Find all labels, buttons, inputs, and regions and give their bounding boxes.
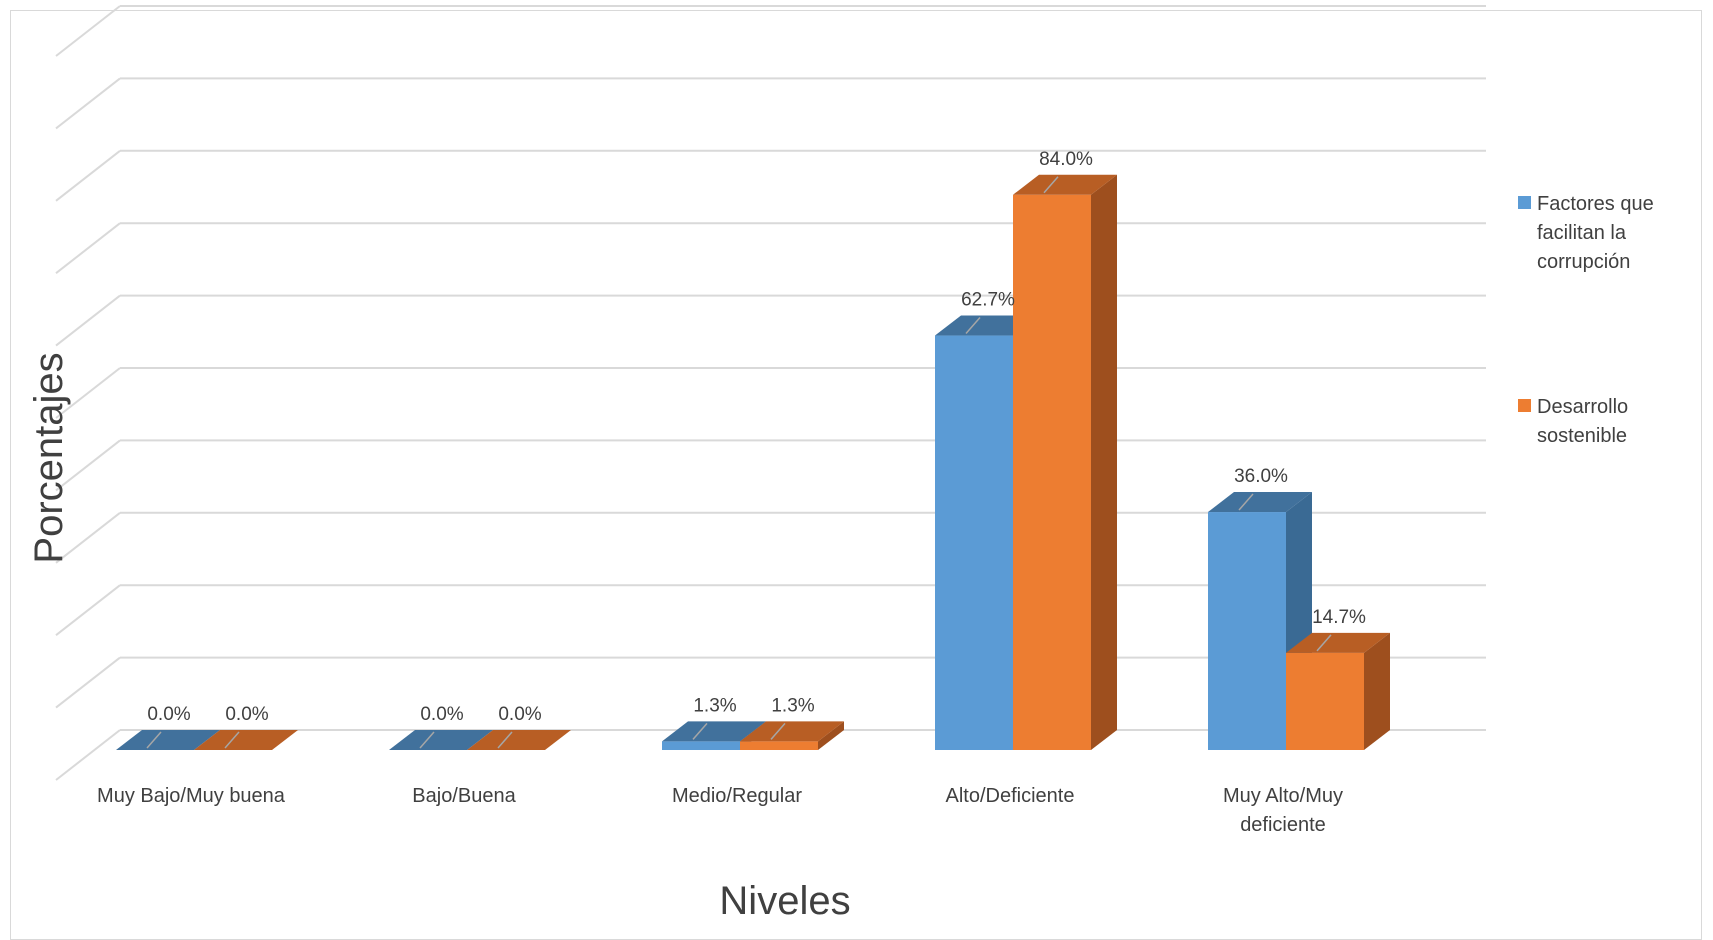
bars <box>116 174 1390 750</box>
bar-factores-1 <box>389 730 493 750</box>
data-label: 0.0% <box>498 704 541 725</box>
bar-desarrollo-2 <box>740 721 844 750</box>
legend-swatch <box>1518 196 1531 209</box>
category-label: Medio/Regular <box>672 785 802 807</box>
gridline-depth <box>55 512 121 564</box>
legend-label: Factores que facilitan la corrupción <box>1537 193 1654 273</box>
data-labels: 0.0% 0.0% 0.0% 0.0% 1.3% 1.3% 62.7% 84.0% 36.0% 1… <box>147 149 1366 725</box>
gridline-depth <box>55 77 121 130</box>
category-label: Muy Bajo/Muy buena <box>97 785 286 807</box>
legend-label: Desarrollo sostenible <box>1537 396 1628 447</box>
gridline-depth <box>55 367 121 419</box>
gridline-depth <box>55 294 121 347</box>
data-label: 1.3% <box>693 695 736 716</box>
x-axis-title: Niveles <box>719 879 850 923</box>
bar-factores-0 <box>116 730 220 750</box>
legend-item-desarrollo: Desarrollo sostenible <box>1518 396 1628 447</box>
bar-desarrollo-1 <box>467 730 571 750</box>
data-label: 0.0% <box>420 704 463 725</box>
category-label: Muy Alto/Muy deficiente <box>1223 785 1343 836</box>
legend-item-factores: Factores que facilitan la corrupción <box>1518 193 1654 273</box>
legend-swatch <box>1518 399 1531 412</box>
gridline-depth <box>55 656 121 709</box>
gridline-depth <box>55 150 121 202</box>
bar-desarrollo-4 <box>1286 632 1390 750</box>
gridlines <box>55 5 1486 781</box>
gridline-depth <box>55 222 121 274</box>
gridline-depth <box>55 5 121 57</box>
data-label: 0.0% <box>225 704 268 725</box>
data-label: 1.3% <box>771 695 814 716</box>
gridline-depth <box>55 729 121 781</box>
data-label: 62.7% <box>961 290 1015 311</box>
category-label: Alto/Deficiente <box>946 785 1075 807</box>
data-label: 14.7% <box>1312 607 1366 628</box>
data-label: 84.0% <box>1039 149 1093 170</box>
bar-desarrollo-3 <box>1013 174 1117 750</box>
legend: Factores que facilitan la corrupción Desarr… <box>1518 193 1654 447</box>
bar-desarrollo-0 <box>194 730 298 750</box>
data-label: 36.0% <box>1234 466 1288 487</box>
gridline-depth <box>55 584 121 636</box>
category-label: Bajo/Buena <box>412 785 516 807</box>
gridline-depth <box>55 439 121 492</box>
data-label: 0.0% <box>147 704 190 725</box>
y-axis-title: Porcentajes <box>27 352 71 563</box>
category-labels: Muy Bajo/Muy buena Bajo/Buena Medio/Regula… <box>97 785 1343 836</box>
